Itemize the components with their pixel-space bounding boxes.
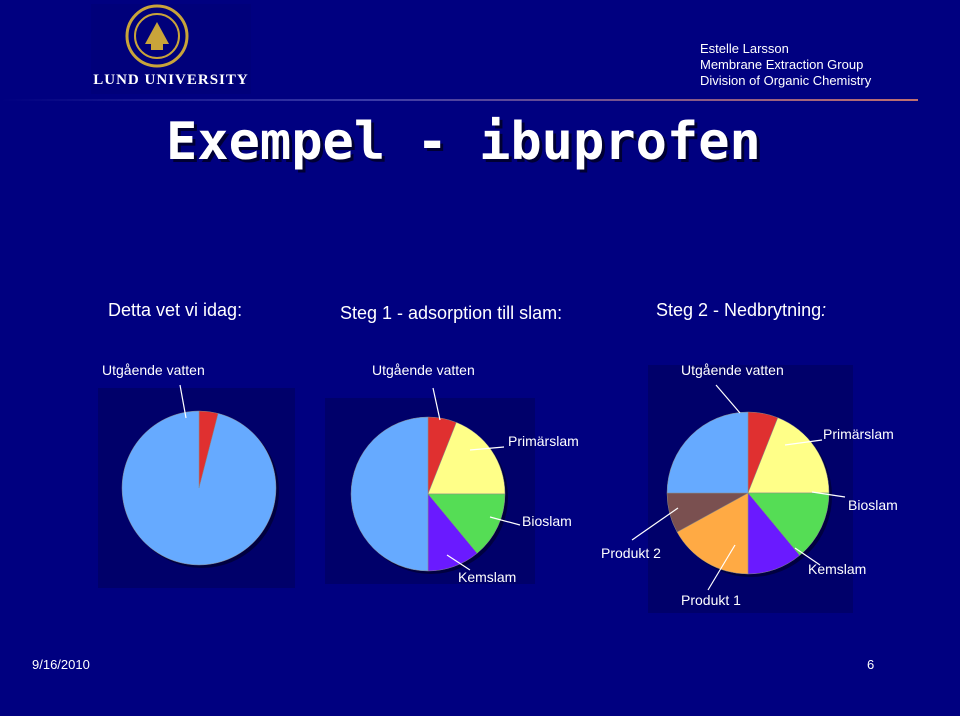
university-name: LUND UNIVERSITY	[93, 72, 249, 88]
university-logo: LUND UNIVERSITY	[91, 4, 251, 94]
header-divider	[0, 99, 918, 101]
slice-label: Primärslam	[508, 433, 579, 449]
pie-slice	[427, 493, 506, 554]
pie-slice	[350, 416, 429, 572]
leader-line	[784, 439, 823, 446]
pie-slice	[427, 422, 506, 495]
pie-slice	[121, 410, 277, 566]
slice-label: Utgående vatten	[102, 362, 205, 378]
slice-label: Utgående vatten	[372, 362, 475, 378]
slide-title: Exempel - ibuprofen	[166, 112, 761, 172]
step2-title-colon: :	[821, 300, 827, 320]
step-today-title: Detta vet vi idag:	[108, 300, 243, 320]
pie-slice	[747, 417, 830, 494]
footer-date: 9/16/2010	[32, 657, 90, 672]
pie-slice	[747, 492, 830, 556]
leader-line	[631, 507, 679, 541]
division-name: Division of Organic Chemistry	[700, 73, 872, 88]
leader-line	[179, 384, 187, 419]
slice-label: Primärslam	[823, 426, 894, 442]
step1-title: Steg 1 - adsorption till slam:	[340, 303, 563, 323]
slice-label: Produkt 1	[681, 592, 741, 608]
header-info: Estelle Larsson Membrane Extraction Grou…	[700, 41, 871, 89]
leader-line	[469, 446, 505, 451]
slice-label: Kemslam	[458, 569, 516, 585]
slice-label: Bioslam	[522, 513, 572, 529]
slice-label: Produkt 2	[601, 545, 661, 561]
leader-line	[811, 491, 846, 498]
leader-line	[794, 547, 821, 566]
leader-line	[489, 516, 521, 526]
leader-line	[432, 387, 441, 421]
page-number: 6	[867, 657, 875, 672]
step2-title: Steg 2 - Nedbrytning:	[656, 300, 826, 321]
leader-line	[715, 384, 741, 414]
slice-label: Utgående vatten	[681, 362, 784, 378]
leader-line	[707, 544, 736, 591]
slice-label: Kemslam	[808, 561, 866, 577]
slice-label: Bioslam	[848, 497, 898, 513]
author-name: Estelle Larsson	[700, 41, 789, 56]
university-seal-icon	[125, 4, 189, 68]
group-name: Membrane Extraction Group	[700, 57, 864, 72]
step2-title-text: Steg 2 - Nedbrytning	[656, 300, 822, 320]
leader-line	[446, 554, 471, 571]
pie-slice	[666, 411, 749, 494]
